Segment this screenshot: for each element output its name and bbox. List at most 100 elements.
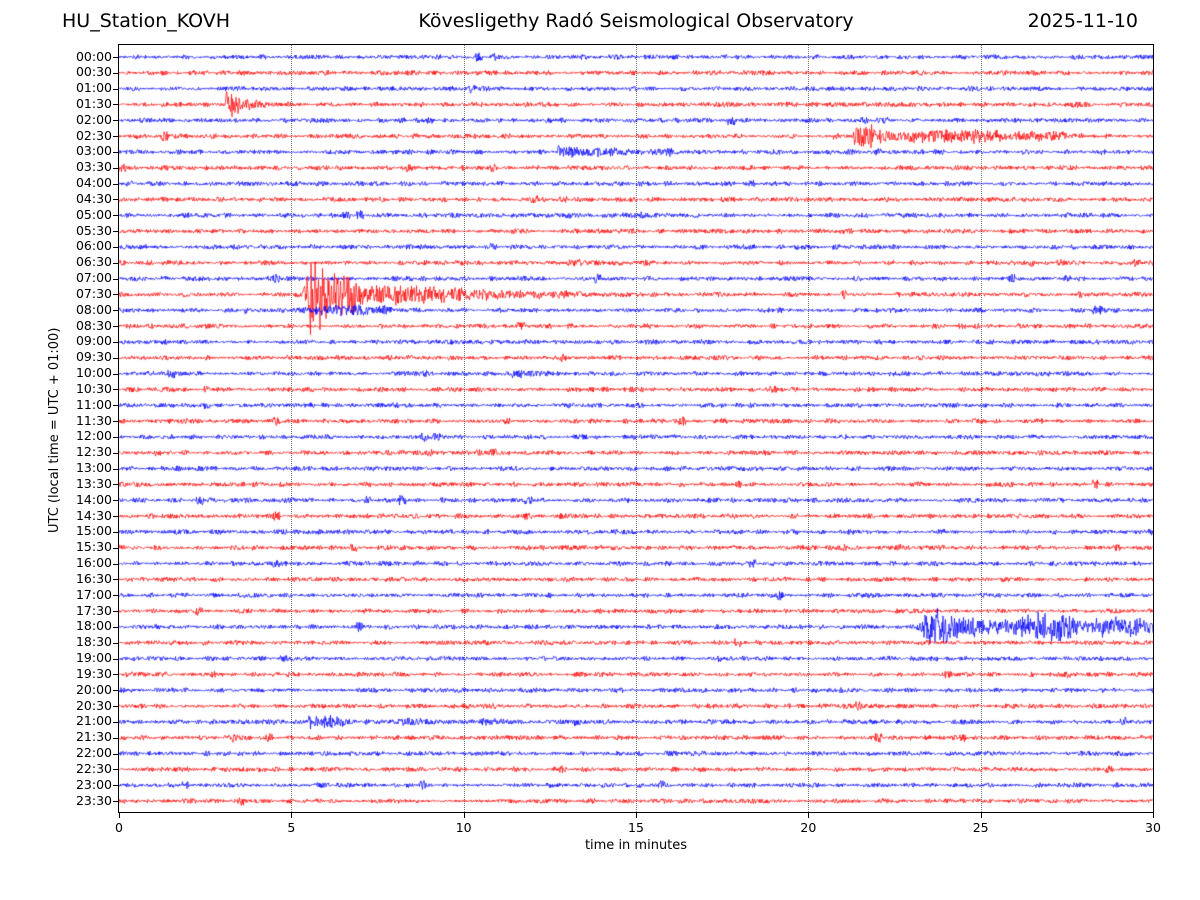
y-tick-label: 06:30 [75, 254, 112, 270]
y-tick-mark [113, 737, 118, 739]
y-tick-mark [113, 769, 118, 771]
y-tick-mark [113, 516, 118, 518]
x-tick-label: 10 [455, 820, 472, 835]
y-tick-mark [113, 785, 118, 787]
y-tick-mark [113, 531, 118, 533]
y-tick-label: 02:00 [75, 111, 112, 127]
y-tick-label: 19:30 [75, 665, 112, 681]
y-tick-mark [113, 500, 118, 502]
y-tick-label: 11:30 [75, 412, 112, 428]
y-tick-label: 05:00 [75, 206, 112, 222]
y-tick-label: 01:30 [75, 95, 112, 111]
x-tick-label: 30 [1145, 820, 1161, 835]
y-tick-label: 00:30 [75, 64, 112, 80]
y-tick-mark [113, 436, 118, 438]
y-tick-label: 15:30 [75, 539, 112, 555]
y-tick-label: 15:00 [75, 523, 112, 539]
y-tick-label: 23:00 [75, 776, 112, 792]
y-tick-mark [113, 357, 118, 359]
y-tick-label: 18:00 [75, 618, 112, 634]
y-tick-mark [113, 642, 118, 644]
y-tick-label: 05:30 [75, 222, 112, 238]
y-tick-label: 10:30 [75, 380, 112, 396]
x-tick-mark [291, 813, 293, 818]
y-tick-mark [113, 231, 118, 233]
y-tick-label: 20:00 [75, 681, 112, 697]
y-tick-mark [113, 215, 118, 217]
y-tick-mark [113, 547, 118, 549]
y-tick-mark [113, 88, 118, 90]
y-tick-label: 14:00 [75, 491, 112, 507]
x-tick-mark [636, 813, 637, 818]
observatory-title: Kövesligethy Radó Seismological Observat… [418, 10, 854, 32]
y-tick-label: 09:30 [75, 349, 112, 365]
y-tick-mark [113, 674, 118, 676]
x-tick-label: 15 [628, 820, 644, 835]
y-tick-mark [113, 706, 118, 708]
y-tick-label: 19:00 [75, 650, 112, 666]
x-tick-label: 25 [972, 820, 989, 835]
y-tick-label: 07:00 [75, 270, 112, 286]
y-tick-mark [113, 611, 118, 613]
y-tick-mark [113, 326, 118, 328]
x-tick-mark [980, 813, 982, 818]
y-tick-label: 22:00 [75, 745, 112, 760]
y-tick-mark [113, 294, 118, 296]
y-tick-label: 21:30 [75, 729, 112, 745]
y-tick-mark [113, 151, 118, 153]
y-tick-mark [113, 563, 118, 565]
y-tick-label: 11:00 [75, 396, 112, 412]
seismogram-canvas [119, 45, 1153, 812]
y-tick-label: 01:00 [75, 80, 112, 96]
y-tick-mark [113, 57, 118, 58]
y-tick-label: 12:00 [75, 428, 112, 444]
y-tick-mark [113, 262, 118, 264]
y-tick-mark [113, 199, 118, 201]
y-tick-mark [113, 721, 118, 723]
y-tick-mark [113, 753, 118, 755]
y-tick-label: 08:00 [75, 301, 112, 317]
y-tick-label: 16:00 [75, 555, 112, 571]
station-title: HU_Station_KOVH [62, 10, 231, 32]
y-tick-mark [113, 72, 118, 74]
x-tick-mark [808, 813, 810, 818]
y-tick-mark [113, 468, 118, 470]
y-tick-mark [113, 310, 118, 312]
y-tick-label: 10:00 [75, 365, 112, 381]
y-tick-mark [113, 658, 118, 660]
y-tick-label: 04:30 [75, 190, 112, 206]
x-tick-mark [1153, 813, 1154, 818]
y-tick-label: 22:30 [75, 760, 112, 776]
y-tick-mark [113, 104, 118, 106]
y-tick-mark [113, 690, 118, 692]
x-tick-mark [463, 813, 465, 818]
y-tick-mark [113, 120, 118, 122]
y-tick-mark [113, 341, 118, 343]
y-tick-label: 13:30 [75, 475, 112, 491]
y-tick-label: 13:00 [75, 460, 112, 476]
y-tick-mark [113, 801, 118, 802]
y-tick-label: 07:30 [75, 285, 112, 301]
y-tick-label: 16:30 [75, 570, 112, 586]
y-tick-mark [113, 373, 118, 375]
y-tick-label: 17:30 [75, 602, 112, 618]
y-tick-label: 08:30 [75, 317, 112, 333]
y-tick-label: 20:30 [75, 697, 112, 713]
y-tick-label: 14:30 [75, 507, 112, 523]
y-tick-label: 23:30 [75, 792, 112, 808]
x-tick-label: 5 [287, 820, 296, 835]
y-tick-mark [113, 452, 118, 454]
plot-area [118, 44, 1154, 813]
y-tick-mark [113, 405, 118, 407]
y-tick-label: 03:30 [75, 159, 112, 175]
y-tick-mark [113, 167, 118, 169]
y-tick-mark [113, 579, 118, 581]
y-tick-mark [113, 595, 118, 597]
y-tick-label: 06:00 [75, 238, 112, 254]
y-tick-label: 17:00 [75, 586, 112, 602]
date-label: 2025-11-10 [1027, 10, 1138, 32]
y-tick-label: 02:30 [75, 127, 112, 143]
y-tick-mark [113, 278, 118, 280]
y-tick-label: 18:30 [75, 634, 112, 650]
